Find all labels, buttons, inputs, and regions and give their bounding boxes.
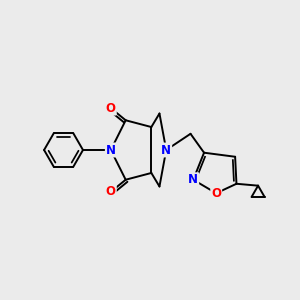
Text: N: N	[188, 173, 198, 186]
Text: N: N	[106, 143, 116, 157]
Text: N: N	[161, 143, 171, 157]
Text: O: O	[106, 185, 116, 198]
Text: O: O	[211, 187, 221, 200]
Text: O: O	[106, 102, 116, 115]
